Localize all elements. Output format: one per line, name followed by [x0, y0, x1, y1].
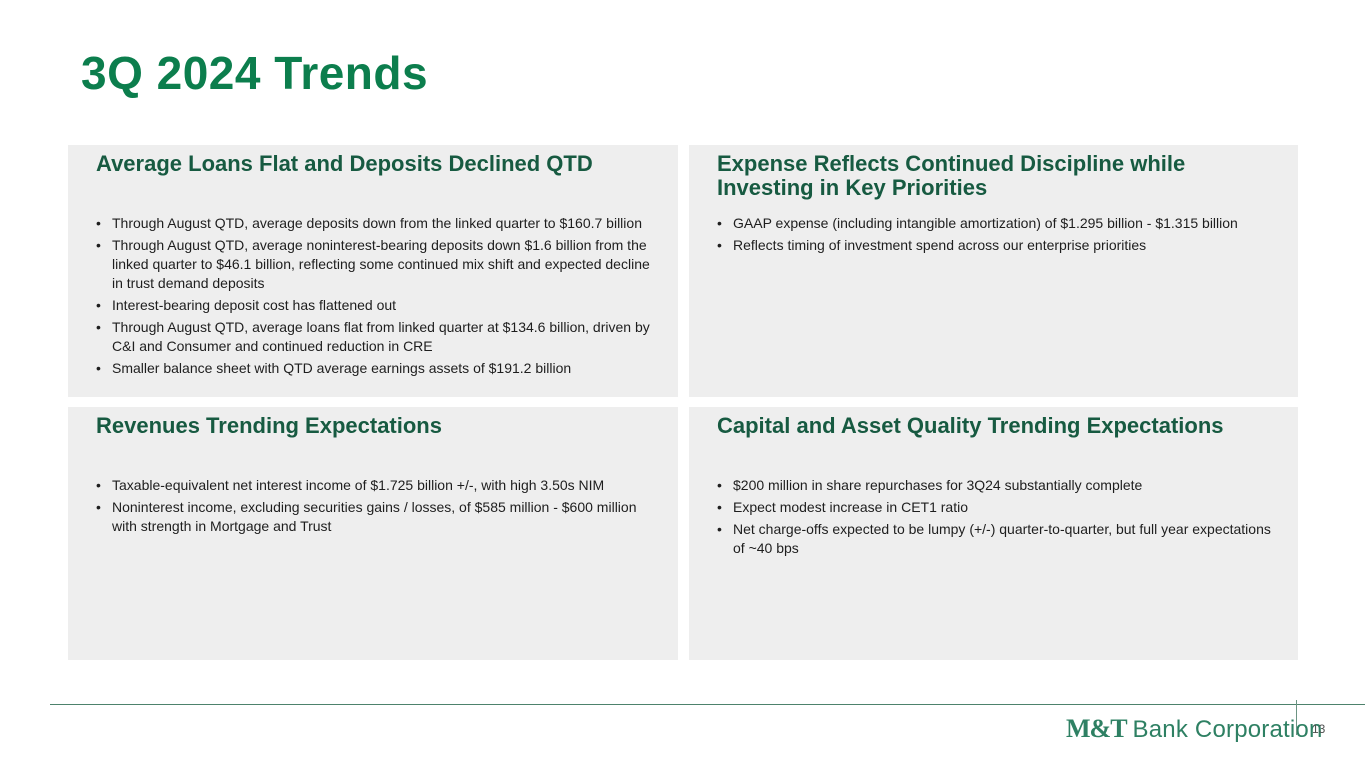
bullet-text: GAAP expense (including intangible amort… [733, 215, 1238, 231]
bullet-text: Taxable-equivalent net interest income o… [112, 477, 605, 493]
card-title: Expense Reflects Continued Discipline wh… [717, 151, 1186, 200]
bullet-icon: • [717, 521, 722, 537]
bullet-text: Expect modest increase in CET1 ratio [733, 499, 968, 515]
bullet-item: • Taxable-equivalent net interest income … [96, 476, 664, 495]
bullet-text: Noninterest income, excluding securities… [112, 499, 637, 534]
bullet-icon: • [96, 237, 101, 253]
bullet-item: • Noninterest income, excluding securitie… [96, 498, 664, 536]
page-title: 3Q 2024 Trends [81, 47, 429, 99]
bullet-list: • GAAP expense (including intangible amor… [717, 214, 1284, 255]
bullet-item: • Net charge-offs expected to be lumpy (+… [717, 520, 1284, 558]
bullet-item: • GAAP expense (including intangible amor… [717, 214, 1284, 233]
bullet-text: Reflects timing of investment spend acro… [733, 237, 1147, 253]
bullet-item: • Expect modest increase in CET1 ratio [717, 498, 1284, 517]
bullet-text: Interest-bearing deposit cost has flatte… [112, 297, 397, 313]
bullet-text: Through August QTD, average deposits dow… [112, 215, 642, 231]
bullet-icon: • [717, 499, 722, 515]
bullet-icon: • [96, 319, 101, 335]
logo-bank-corporation-text: Bank Corporation [1132, 716, 1323, 743]
card-expense: Expense Reflects Continued Discipline wh… [689, 145, 1298, 397]
bullet-icon: • [96, 215, 101, 231]
bullet-item: • Reflects timing of investment spend acr… [717, 236, 1284, 255]
card-capital-asset-quality: Capital and Asset Quality Trending Expec… [689, 407, 1298, 660]
bullet-icon: • [717, 215, 722, 231]
bullet-text: Net charge-offs expected to be lumpy (+/… [733, 521, 1271, 556]
bullet-icon: • [96, 499, 101, 515]
bullet-icon: • [96, 477, 101, 493]
mt-bank-logo: M&T Bank Corporation [1066, 714, 1323, 744]
card-title: Capital and Asset Quality Trending Expec… [717, 413, 1224, 438]
bullet-item: • Interest-bearing deposit cost has flatt… [96, 296, 664, 315]
bullet-list: • Through August QTD, average deposits do… [96, 214, 664, 378]
bullet-item: • Through August QTD, average deposits do… [96, 214, 664, 233]
footer-divider-line [50, 704, 1365, 705]
bullet-item: • Through August QTD, average loans flat … [96, 318, 664, 356]
bullet-icon: • [96, 360, 101, 376]
card-title: Average Loans Flat and Deposits Declined… [96, 151, 593, 176]
page-number: 13 [1312, 722, 1326, 736]
bullet-item: • $200 million in share repurchases for 3… [717, 476, 1284, 495]
card-title: Revenues Trending Expectations [96, 413, 442, 438]
card-revenues: Revenues Trending Expectations • Taxable-… [68, 407, 678, 660]
bullet-list: • Taxable-equivalent net interest income … [96, 476, 664, 536]
bullet-list: • $200 million in share repurchases for 3… [717, 476, 1284, 558]
card-loans-deposits: Average Loans Flat and Deposits Declined… [68, 145, 678, 397]
bullet-icon: • [717, 237, 722, 253]
bullet-text: $200 million in share repurchases for 3Q… [733, 477, 1143, 493]
bullet-text: Through August QTD, average loans flat f… [112, 319, 650, 354]
bullet-item: • Through August QTD, average noninterest… [96, 236, 664, 293]
bullet-text: Smaller balance sheet with QTD average e… [112, 360, 572, 376]
bullet-icon: • [717, 477, 722, 493]
bullet-text: Through August QTD, average noninterest-… [112, 237, 650, 291]
bullet-icon: • [96, 297, 101, 313]
logo-mt-mark: M&T [1066, 714, 1128, 743]
bullet-item: • Smaller balance sheet with QTD average … [96, 359, 664, 378]
page-number-divider [1296, 700, 1297, 735]
